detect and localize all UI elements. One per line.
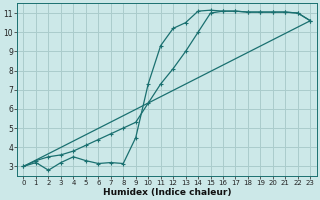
X-axis label: Humidex (Indice chaleur): Humidex (Indice chaleur) — [103, 188, 231, 197]
